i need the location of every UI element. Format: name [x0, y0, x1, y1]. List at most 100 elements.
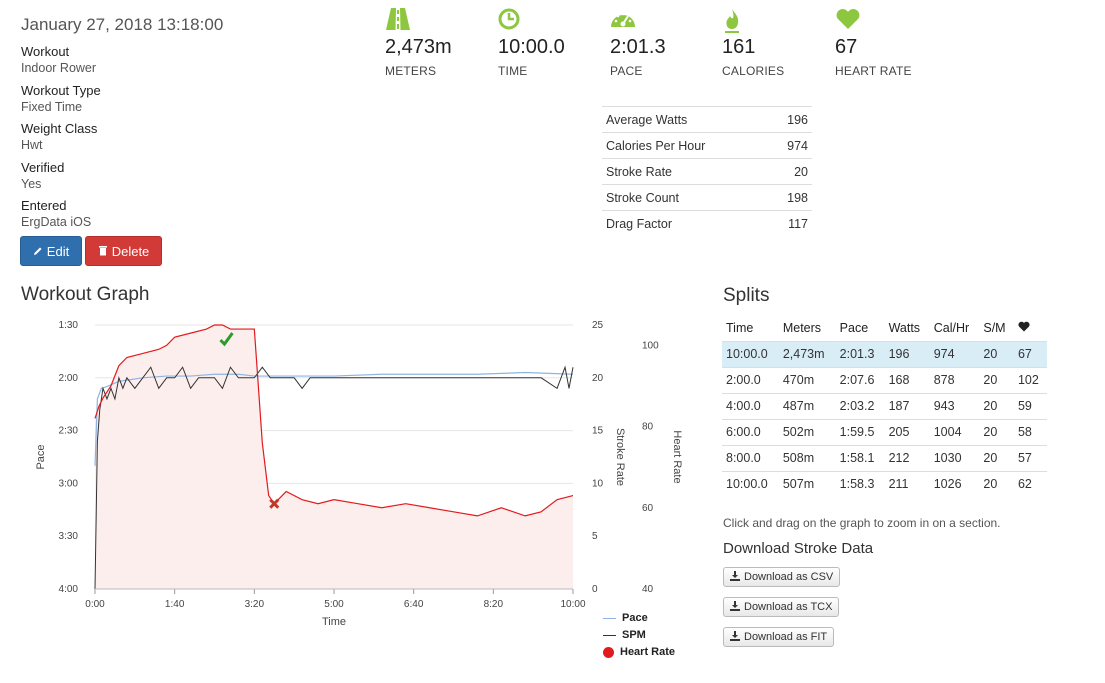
stat-label: HEART RATE	[835, 64, 912, 78]
legend-spm[interactable]: SPM	[603, 629, 646, 641]
split-cell: 1:59.5	[835, 418, 885, 445]
split-cell: 1026	[929, 470, 980, 497]
split-cell: 10:00.0	[722, 340, 779, 367]
split-cell: 8:00.0	[722, 444, 779, 471]
workout-date: January 27, 2018 13:18:00	[21, 15, 224, 34]
split-cell: 974	[929, 340, 980, 367]
pace-tick-label: 2:00	[59, 373, 79, 384]
legend-pace[interactable]: Pace	[603, 612, 648, 624]
delete-button[interactable]: Delete	[85, 236, 162, 266]
split-cell: 205	[884, 418, 930, 445]
metrics-table: Average Watts 196 Calories Per Hour 974 Stro…	[602, 106, 812, 237]
splits-header[interactable]: Meters	[782, 320, 822, 335]
split-cell: 1030	[929, 444, 980, 471]
x-tick-label: 10:00	[560, 599, 585, 610]
split-row: 6:00.0 502m 1:59.5 205 1004 20 58	[722, 418, 1047, 445]
split-row: 4:00.0 487m 2:03.2 187 943 20 59	[722, 392, 1047, 419]
metric-value: 20	[767, 158, 812, 185]
workout-graph[interactable]: 1:30 2:00 2:30 3:00 3:30 4:00 25 20 15 10 5 0 100 80 6…	[0, 310, 700, 683]
split-cell: 62	[1013, 470, 1047, 497]
download-fit-button[interactable]: Download as FIT	[723, 627, 835, 647]
heart-rate-series-line	[94, 324, 574, 517]
metric-row: Calories Per Hour 974	[602, 132, 812, 159]
x-tick-label: 5:00	[324, 599, 344, 610]
metric-value: 196	[767, 106, 812, 133]
split-cell: 20	[979, 392, 1014, 419]
pace-tick-label: 3:30	[59, 531, 79, 542]
x-axis-title: Time	[322, 616, 346, 628]
stat-label: CALORIES	[722, 64, 785, 78]
spm-tick-label: 5	[592, 531, 598, 542]
spm-tick-label: 15	[592, 426, 604, 437]
x-tick-label: 6:40	[404, 599, 424, 610]
x-mark-icon	[269, 498, 280, 509]
edit-button-label: Edit	[46, 243, 70, 259]
split-row: 2:00.0 470m 2:07.6 168 878 20 102	[722, 366, 1047, 393]
split-cell: 6:00.0	[722, 418, 779, 445]
split-cell: 196	[884, 340, 930, 367]
split-cell: 20	[979, 418, 1014, 445]
split-cell: 102	[1013, 366, 1047, 393]
split-cell: 487m	[778, 392, 836, 419]
split-cell: 59	[1013, 392, 1047, 419]
stat-heart-rate: 67 HEART RATE	[835, 8, 945, 78]
heart-icon[interactable]	[1014, 315, 1047, 341]
splits-header[interactable]: Cal/Hr	[933, 320, 970, 335]
info-value: Yes	[21, 176, 42, 191]
edit-button[interactable]: Edit	[20, 236, 82, 266]
splits-header[interactable]: Watts	[888, 320, 921, 335]
x-tick-label: 8:20	[484, 599, 504, 610]
legend-label: SPM	[622, 629, 646, 641]
info-label: Weight Class	[21, 121, 98, 136]
legend-heart-rate[interactable]: Heart Rate	[603, 646, 675, 658]
stat-value: 2:01.3	[610, 36, 666, 58]
split-cell: 2:07.6	[835, 366, 885, 393]
trash-icon	[98, 244, 108, 259]
stat-label: METERS	[385, 64, 437, 78]
hr-tick-label: 40	[642, 584, 654, 595]
pace-tick-label: 2:30	[59, 426, 79, 437]
metric-row: Stroke Rate 20	[602, 158, 812, 185]
split-cell: 878	[929, 366, 980, 393]
split-cell: 507m	[778, 470, 836, 497]
split-cell: 58	[1013, 418, 1047, 445]
road-icon	[385, 8, 495, 34]
split-row: 10:00.0 2,473m 2:01.3 196 974 20 67	[722, 340, 1047, 367]
split-cell: 508m	[778, 444, 836, 471]
legend-label: Heart Rate	[620, 646, 676, 658]
stat-value: 161	[722, 36, 756, 58]
workout-graph-title: Workout Graph	[21, 284, 150, 305]
split-cell: 20	[979, 444, 1014, 471]
splits-header[interactable]: Pace	[839, 320, 869, 335]
split-cell: 20	[979, 366, 1014, 393]
split-cell: 67	[1013, 340, 1047, 367]
split-cell: 1:58.3	[835, 470, 885, 497]
pace-series-line	[94, 371, 574, 466]
metric-row: Average Watts 196	[602, 106, 812, 133]
spm-series-line	[94, 365, 574, 590]
pace-tick-label: 4:00	[59, 584, 79, 595]
download-icon	[730, 570, 740, 584]
download-tcx-button[interactable]: Download as TCX	[723, 597, 840, 617]
download-csv-button[interactable]: Download as CSV	[723, 567, 841, 587]
flame-icon	[722, 8, 832, 34]
heart-icon	[835, 8, 945, 34]
split-row: 8:00.0 508m 1:58.1 212 1030 20 57	[722, 444, 1047, 471]
info-label: Workout	[21, 44, 70, 59]
pencil-icon	[33, 244, 43, 259]
splits-header[interactable]: S/M	[983, 320, 1006, 335]
split-cell: 20	[979, 340, 1014, 367]
info-value: ErgData iOS	[21, 215, 92, 229]
pace-line-swatch	[603, 617, 616, 619]
split-cell: 2:03.2	[835, 392, 885, 419]
stat-label: PACE	[610, 64, 643, 78]
clock-icon	[498, 8, 608, 34]
split-cell: 2,473m	[778, 340, 836, 367]
info-value: Indoor Rower	[21, 61, 97, 75]
download-icon	[730, 630, 740, 644]
metric-row: Stroke Count 198	[602, 184, 812, 211]
splits-header[interactable]: Time	[726, 320, 754, 335]
speedometer-icon	[610, 8, 720, 34]
spm-line-swatch	[603, 634, 616, 636]
hr-tick-label: 80	[642, 422, 654, 433]
